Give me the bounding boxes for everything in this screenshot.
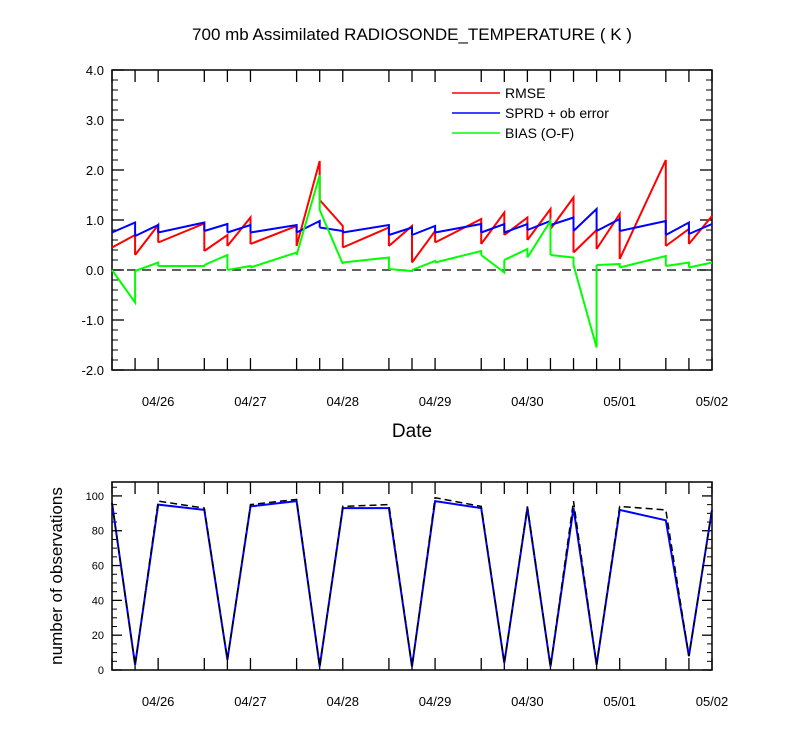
lower-y-tick-label: 80 — [92, 526, 104, 538]
upper-x-tick-label: 04/28 — [326, 394, 359, 409]
lower-x-tick-label: 05/02 — [696, 694, 729, 709]
lower-y-tick-label: 0 — [98, 665, 104, 677]
legend-label-bias: BIAS (O-F) — [505, 125, 574, 141]
legend-label-rmse: RMSE — [505, 85, 545, 101]
observations-line-dashed — [111, 496, 713, 667]
legend-item-bias: BIAS (O-F) — [452, 125, 574, 141]
series-line-sprd-ob-error — [111, 206, 713, 237]
upper-x-tick-label: 04/27 — [234, 394, 267, 409]
legend-label-sprd: SPRD + ob error — [505, 105, 609, 121]
upper-plot-frame — [111, 69, 713, 371]
legend: RMSE SPRD + ob error BIAS (O-F) — [452, 85, 609, 141]
upper-chart: -2.0-1.00.01.02.03.04.0 04/26 04/27 04/28 0… — [82, 63, 729, 442]
lower-y-tick-label: 100 — [86, 491, 104, 503]
upper-y-tick-label: 0.0 — [86, 263, 104, 278]
y-axis-label: number of observations — [47, 487, 66, 665]
upper-y-tick-label: 3.0 — [86, 113, 104, 128]
lower-y-tick-label: 20 — [92, 630, 104, 642]
lower-y-tick-label: 40 — [92, 595, 104, 607]
upper-x-axis: 04/26 04/27 04/28 04/29 04/30 05/01 05/02 — [111, 70, 729, 409]
upper-x-tick-label: 04/26 — [142, 394, 175, 409]
upper-y-tick-label: -2.0 — [82, 363, 104, 378]
upper-y-tick-label: -1.0 — [82, 313, 104, 328]
upper-x-tick-label: 05/02 — [696, 394, 729, 409]
upper-y-tick-label: 2.0 — [86, 163, 104, 178]
lower-x-tick-label: 04/27 — [234, 694, 267, 709]
observations-line-solid — [111, 499, 713, 667]
upper-x-tick-label: 04/29 — [419, 394, 452, 409]
upper-y-axis: -2.0 -1.0 0.0 1.0 2.0 3.0 4.0 — [82, 63, 712, 378]
lower-x-tick-label: 04/26 — [142, 694, 175, 709]
lower-x-tick-label: 04/30 — [511, 694, 544, 709]
chart-title: 700 mb Assimilated RADIOSONDE_TEMPERATUR… — [192, 25, 632, 44]
lower-y-tick-label: 60 — [92, 561, 104, 573]
legend-item-rmse: RMSE — [452, 85, 545, 101]
upper-x-tick-label: 04/30 — [511, 394, 544, 409]
lower-series-layer — [111, 496, 713, 667]
lower-x-tick-label: 04/28 — [326, 694, 359, 709]
upper-x-tick-label: 05/01 — [603, 394, 636, 409]
series-line-rmse — [111, 159, 713, 264]
lower-chart: 0 20 40 60 80 100 04/26 04/27 04/28 04/29 04/30 05… — [47, 481, 729, 709]
lower-y-axis: 0 20 40 60 80 100 — [86, 486, 712, 677]
lower-x-tick-label: 04/29 — [419, 694, 452, 709]
legend-item-sprd: SPRD + ob error — [452, 105, 609, 121]
upper-series-layer — [111, 159, 713, 348]
upper-y-tick-label: 1.0 — [86, 213, 104, 228]
series-line-bias-o-f — [111, 174, 713, 348]
x-axis-label: Date — [392, 421, 432, 442]
upper-y-tick-label: 4.0 — [86, 63, 104, 78]
lower-x-tick-label: 05/01 — [603, 694, 636, 709]
